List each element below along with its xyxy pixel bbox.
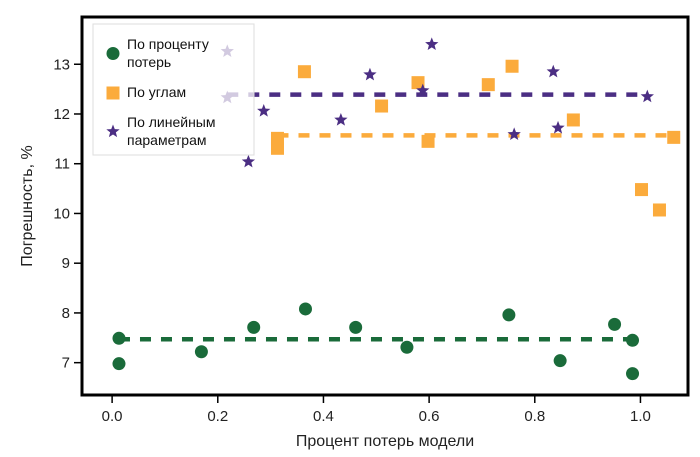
data-point [298,302,312,316]
data-point [652,203,666,217]
data-point [411,76,425,90]
legend-label: потерь [127,54,171,70]
legend-item: По проценту потерь [106,36,209,70]
series-1 [112,302,640,381]
data-point [349,320,363,334]
data-point [507,127,521,141]
legend-label: По углам [127,84,186,100]
data-point [667,130,681,144]
legend-label: По проценту [127,36,209,52]
data-point [553,354,567,368]
y-tick-label: 12 [53,106,70,123]
y-tick-label: 8 [62,305,70,322]
y-tick-label: 13 [53,56,70,73]
plot-frame [80,15,690,397]
data-point [608,317,622,331]
data-point [112,357,126,371]
data-point [626,333,640,347]
legend-label: По линейным [127,114,215,130]
plot-marks [112,37,681,381]
legend-item: По линейным параметрам [106,114,215,148]
data-point [635,183,649,197]
data-point [626,367,640,381]
data-point [551,120,565,134]
data-point [194,345,208,359]
data-point [400,340,414,354]
legend-label: параметрам [127,132,207,148]
data-point [425,37,439,51]
y-axis-label: Погрешность, % [19,145,36,266]
data-point [421,134,435,148]
legend: По проценту потерь По углам По линейным пара… [92,23,255,156]
data-point [505,59,519,73]
series-2 [270,59,681,217]
x-tick-label: 0.2 [207,408,228,425]
data-point [334,112,348,126]
x-axis-label: Процент потерь модели [296,433,474,450]
circle-legend-icon [106,47,120,60]
data-point [640,89,654,103]
x-tick-label: 1.0 [630,408,651,425]
x-tick-label: 0.6 [419,408,440,425]
data-point [257,104,271,117]
x-tick-label: 0.8 [524,408,545,425]
y-tick-label: 11 [54,156,70,173]
data-point [502,308,516,322]
data-point [375,99,389,113]
square-legend-icon [106,86,120,100]
data-point [363,67,377,81]
data-point [270,131,284,145]
axes: 0.0 0.2 0.4 0.6 0.8 1.0 7 8 9 10 11 12 13 [53,15,690,425]
data-point [247,320,261,334]
data-point [416,83,430,97]
data-point [566,113,580,127]
data-point [546,64,560,78]
data-point [270,141,284,155]
y-tick-label: 10 [53,205,70,222]
data-point [241,154,256,168]
data-point [481,78,495,92]
series-3 [220,37,654,168]
y-tick-label: 7 [62,355,70,372]
legend-box [92,23,255,156]
data-point [297,65,311,79]
x-tick-label: 0.0 [102,408,123,425]
star-legend-icon [106,124,120,138]
y-tick-label: 9 [62,255,70,272]
x-tick-label: 0.4 [313,408,334,425]
data-point [112,331,126,345]
legend-item: По углам [106,84,186,100]
